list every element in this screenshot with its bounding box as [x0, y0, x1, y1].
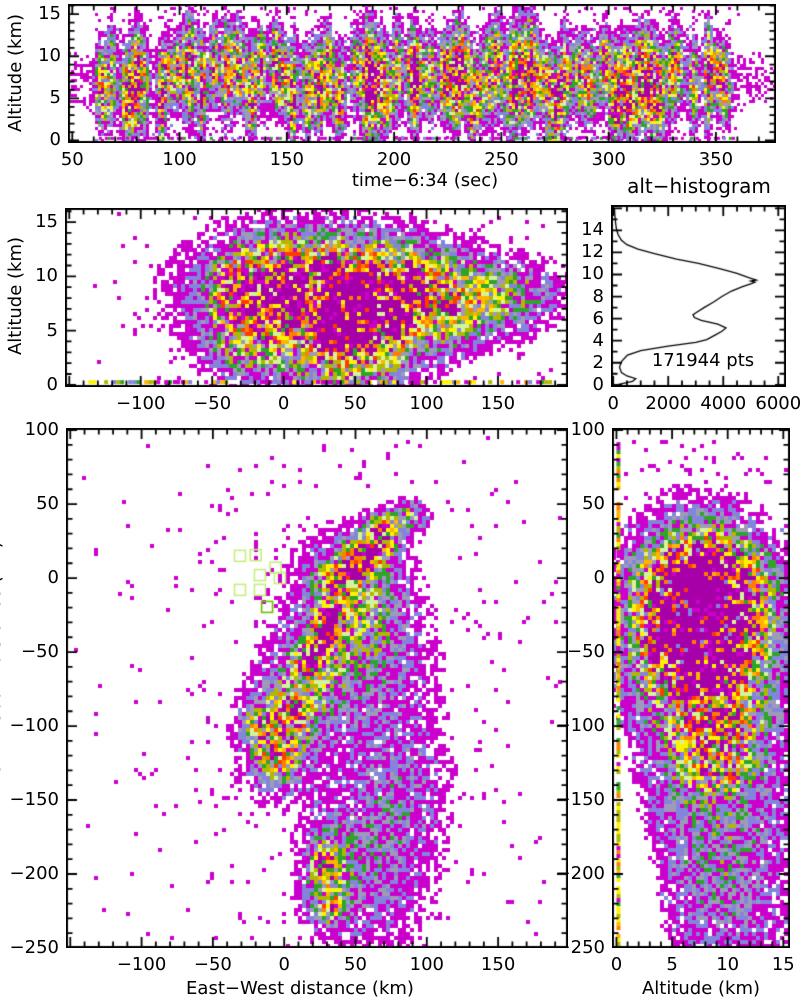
x-tick-label: 200: [376, 149, 412, 170]
y-tick-label: 5: [49, 87, 61, 109]
plan-view-plot[interactable]: [66, 428, 568, 948]
x-tick-label: 150: [480, 393, 516, 414]
y-tick-label: 10: [38, 45, 61, 67]
y-tick-label: 0: [593, 567, 605, 589]
y-tick-label: −50: [21, 641, 59, 663]
y-tick-label: 6: [592, 307, 604, 329]
alt-histogram-title: alt−histogram: [627, 174, 771, 198]
time-height-plot[interactable]: [68, 4, 776, 143]
y-tick-label: −150: [9, 789, 59, 811]
x-tick-label: 50: [60, 149, 84, 170]
x-tick-label: 0: [610, 954, 623, 975]
y-tick-label: −250: [555, 937, 605, 958]
ns-height-x-axis-label: Altitude (km): [641, 978, 761, 999]
x-tick-label: 5: [666, 954, 678, 975]
y-tick-label: 0: [49, 129, 61, 151]
x-tick-label: 100: [409, 954, 444, 975]
y-tick-label: 10: [35, 265, 58, 287]
point-count-annotation: 171944 pts: [651, 350, 755, 371]
x-tick-label: 50: [344, 954, 367, 975]
y-tick-label: 0: [592, 373, 604, 395]
x-tick-label: 100: [409, 393, 444, 414]
ew-height-y-axis-label: Altitude (km): [5, 236, 26, 356]
y-tick-label: 50: [36, 493, 59, 515]
y-tick-label: −200: [9, 863, 59, 884]
y-tick-label: 0: [46, 373, 58, 395]
x-tick-label: 50: [343, 393, 367, 414]
y-tick-label: −100: [9, 715, 59, 737]
y-tick-label: 8: [592, 285, 604, 307]
north-south-height-plot[interactable]: [612, 428, 790, 948]
y-tick-label: 100: [570, 419, 605, 441]
x-tick-label: 0: [277, 393, 290, 414]
y-tick-label: −100: [555, 715, 605, 737]
x-tick-label: 150: [480, 954, 516, 975]
x-tick-label: −50: [193, 393, 232, 414]
x-tick-label: 2000: [645, 393, 692, 414]
x-tick-label: 0: [278, 954, 290, 975]
x-tick-label: −100: [116, 393, 166, 414]
x-tick-label: −100: [116, 954, 167, 975]
time-height-x-axis-label: time−6:34 (sec): [351, 170, 499, 191]
y-tick-label: 2: [592, 351, 604, 373]
x-tick-label: 15: [771, 954, 795, 975]
x-tick-label: 100: [162, 149, 197, 170]
y-tick-label: −50: [567, 641, 605, 663]
x-tick-label: 0: [607, 393, 619, 414]
y-tick-label: −200: [555, 863, 605, 884]
plan-y-axis-label: North−South distance (km): [0, 541, 5, 789]
y-tick-label: 0: [47, 567, 59, 589]
y-tick-label: 5: [46, 319, 58, 341]
altitude-histogram-plot[interactable]: [611, 205, 786, 387]
y-tick-label: 4: [592, 329, 604, 351]
x-tick-label: 4000: [700, 393, 747, 414]
y-tick-label: 50: [582, 493, 605, 515]
east-west-height-plot[interactable]: [65, 208, 568, 387]
y-tick-label: 15: [38, 3, 61, 25]
x-tick-label: 250: [484, 149, 519, 170]
x-tick-label: 300: [591, 149, 626, 170]
x-tick-label: 150: [269, 149, 304, 170]
y-tick-label: 15: [35, 211, 58, 233]
plan-x-axis-label: East−West distance (km): [186, 978, 414, 999]
y-tick-label: −150: [555, 789, 605, 811]
y-tick-label: 14: [581, 219, 604, 241]
x-tick-label: 10: [716, 954, 740, 975]
y-tick-label: 100: [24, 419, 59, 441]
y-tick-label: −250: [9, 937, 59, 958]
x-tick-label: 350: [698, 149, 734, 170]
y-tick-label: 12: [581, 241, 604, 263]
x-tick-label: 6000: [755, 393, 802, 414]
x-tick-label: −50: [193, 954, 232, 975]
y-tick-label: 10: [581, 263, 604, 285]
